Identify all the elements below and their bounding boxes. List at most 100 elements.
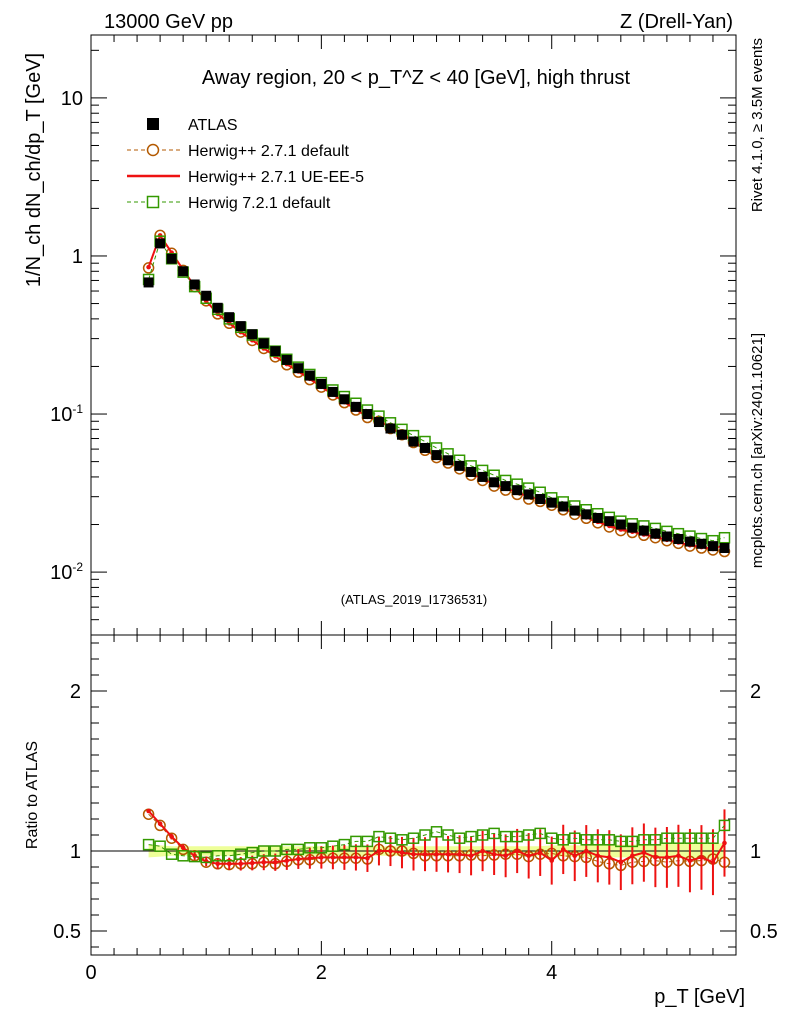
data-point <box>664 855 670 860</box>
data-point <box>385 423 396 434</box>
data-point <box>296 856 301 862</box>
data-point <box>569 832 581 844</box>
legend: ATLAS Herwig++ 2.7.1 default Herwig++ 2.7.… <box>127 117 364 212</box>
data-point <box>396 429 407 440</box>
main-ytick-label: 10 <box>61 88 83 110</box>
data-point <box>226 861 232 867</box>
data-point <box>165 848 178 860</box>
data-point <box>695 832 708 844</box>
data-point <box>166 253 177 264</box>
series-3 <box>142 235 731 547</box>
data-point <box>192 853 197 859</box>
data-point <box>607 855 612 860</box>
data-point <box>718 819 731 832</box>
data-point <box>592 834 604 846</box>
data-point <box>420 442 431 453</box>
data-point <box>603 834 616 846</box>
data-point <box>316 378 327 389</box>
ratio-ytick-label: 0.5 <box>53 921 81 943</box>
series-1 <box>142 229 731 558</box>
series-2 <box>146 233 727 552</box>
data-point <box>522 829 535 841</box>
data-point <box>146 264 151 270</box>
data-point <box>215 861 220 867</box>
ratio-xtick-label: 4 <box>546 962 557 984</box>
data-point <box>281 843 293 856</box>
legend-label: ATLAS <box>188 117 238 134</box>
data-point <box>684 832 696 844</box>
header-right: Z (Drell-Yan) <box>620 11 733 33</box>
data-point <box>434 851 439 857</box>
data-point <box>583 848 589 854</box>
legend-marker <box>146 195 160 209</box>
data-point <box>615 835 627 848</box>
data-point <box>189 279 200 290</box>
data-point <box>465 830 477 843</box>
data-point <box>676 853 681 859</box>
data-point <box>338 838 351 851</box>
ratio-xtick-label: 2 <box>316 962 327 984</box>
data-point <box>180 845 186 851</box>
watermark: (ATLAS_2019_I1736531) <box>341 592 487 607</box>
data-point <box>261 859 267 865</box>
main-ylabel: 1/N_ch dN_ch/dp_T [GeV] <box>23 53 45 287</box>
data-point <box>476 829 489 841</box>
data-point <box>408 436 419 447</box>
data-point <box>142 838 155 851</box>
data-point <box>234 848 247 860</box>
data-point <box>512 485 523 496</box>
data-point <box>293 363 304 374</box>
data-point <box>453 832 466 844</box>
main-ytick-label: 10-2 <box>50 560 83 584</box>
data-point <box>523 489 534 500</box>
data-point <box>373 417 384 428</box>
data-point <box>157 233 163 238</box>
data-point <box>558 501 569 512</box>
data-point <box>468 853 474 859</box>
data-point <box>327 386 338 397</box>
series-line <box>147 233 725 551</box>
data-point <box>572 853 578 859</box>
legend-label: Herwig++ 2.7.1 UE-EE-5 <box>188 169 364 186</box>
data-point <box>615 519 626 530</box>
data-point <box>269 845 282 857</box>
data-point <box>430 826 443 838</box>
data-point <box>188 850 201 863</box>
data-point <box>545 832 558 844</box>
data-point <box>477 471 488 482</box>
ratio-axes: 0.5 0.5 1 1 2 2 0 2 4 <box>53 635 778 984</box>
series-line <box>148 240 725 542</box>
data-point <box>719 543 730 554</box>
legend-marker <box>146 143 160 157</box>
data-point <box>687 858 693 863</box>
data-point <box>454 460 465 471</box>
data-point <box>376 848 382 854</box>
side-label-rivet: Rivet 4.1.0, ≥ 3.5M events <box>749 38 766 212</box>
ratio-ylabel: Ratio to ATLAS <box>24 741 41 849</box>
ratio-ytick-label-right: 2 <box>750 681 761 703</box>
data-point <box>443 455 454 466</box>
data-point <box>442 829 454 841</box>
data-point <box>142 262 155 274</box>
data-point <box>672 832 685 844</box>
data-point <box>503 853 508 859</box>
data-point <box>238 861 244 867</box>
ratio-xlabel: p_T [GeV] <box>654 986 745 1008</box>
data-point <box>445 851 451 857</box>
data-point <box>388 848 393 854</box>
data-point <box>650 528 661 539</box>
legend-marker <box>147 118 159 130</box>
data-point <box>641 850 647 855</box>
data-point <box>258 338 269 349</box>
data-point <box>154 819 166 832</box>
data-point <box>330 855 336 860</box>
data-point <box>350 401 361 412</box>
series-line <box>148 234 725 552</box>
data-point <box>292 843 305 856</box>
data-point <box>411 851 416 857</box>
data-point <box>361 835 374 848</box>
header-left: 13000 GeV pp <box>104 11 233 33</box>
data-point <box>500 481 511 492</box>
data-point <box>200 851 212 864</box>
